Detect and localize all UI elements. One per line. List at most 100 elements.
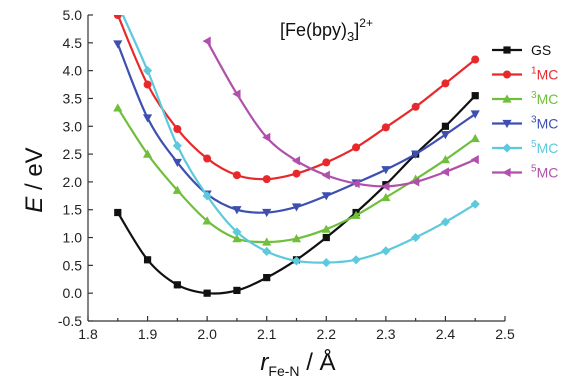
data-point <box>351 210 361 219</box>
data-point <box>411 232 421 243</box>
series-5 <box>113 0 480 268</box>
data-point <box>142 114 153 123</box>
data-point <box>232 206 242 215</box>
x-tick-label: 2.0 <box>197 326 217 342</box>
data-point <box>172 141 182 151</box>
y-tick-label: 1.0 <box>63 230 83 246</box>
data-point <box>471 92 479 100</box>
legend-item: 5MC <box>492 139 558 156</box>
x-tick-label: 2.3 <box>376 326 396 342</box>
data-point <box>322 158 331 167</box>
data-point <box>113 40 123 49</box>
series-1 <box>114 92 479 297</box>
data-point <box>321 170 330 180</box>
data-point <box>172 158 182 168</box>
data-point <box>262 208 272 218</box>
legend-item: GS <box>492 42 551 58</box>
x-tick-label: 1.8 <box>78 326 98 342</box>
y-tick-label: 0.5 <box>63 257 83 273</box>
x-tick-label: 2.4 <box>436 326 456 342</box>
legend-label: GS <box>531 42 551 58</box>
data-point <box>114 208 122 217</box>
data-point <box>411 150 421 159</box>
legend-marker <box>503 46 511 54</box>
data-point <box>381 246 391 256</box>
data-point <box>470 133 480 143</box>
data-point <box>381 166 391 175</box>
data-point <box>291 203 302 212</box>
data-point <box>262 246 272 257</box>
data-point <box>142 66 153 76</box>
data-point <box>262 132 271 142</box>
y-tick-label: 2.0 <box>63 174 83 190</box>
data-point <box>232 234 242 243</box>
data-point <box>440 131 451 140</box>
legend-item: 5MC <box>492 164 558 181</box>
data-point <box>351 178 360 189</box>
data-point <box>202 36 211 46</box>
series-6 <box>202 36 479 191</box>
series-line <box>206 40 476 188</box>
data-point <box>470 199 480 209</box>
data-point <box>113 0 122 8</box>
series-2 <box>113 15 480 184</box>
svg-text:E / eV: E / eV <box>21 147 48 212</box>
series-line <box>121 15 476 264</box>
data-point <box>321 257 331 268</box>
legend-label: 3MC <box>531 115 558 132</box>
legend-label: 1MC <box>531 66 558 83</box>
y-tick-label: 0.0 <box>63 285 83 301</box>
data-point <box>381 192 391 202</box>
legend-marker <box>502 119 512 129</box>
series-group <box>113 0 480 297</box>
legend-marker <box>502 167 511 178</box>
data-point <box>173 281 181 289</box>
x-axis-title: rFe-N / Å <box>260 348 335 379</box>
data-point <box>411 177 420 187</box>
legend-marker <box>503 70 511 79</box>
data-point <box>471 55 480 64</box>
chart-title: [Fe(bpy)3]2+ <box>280 16 373 44</box>
data-point <box>262 175 271 184</box>
data-point <box>291 234 302 243</box>
legend-label: 5MC <box>531 164 558 181</box>
x-tick-label: 1.9 <box>138 326 158 342</box>
legend-item: 3MC <box>492 115 558 132</box>
data-point <box>143 256 152 264</box>
legend: GS 1MC 3MC 3MC 5MC 5MC <box>492 42 558 181</box>
y-tick-label: 5.0 <box>63 7 83 23</box>
data-point <box>232 171 241 180</box>
data-point <box>203 154 212 163</box>
x-tick-label: 2.2 <box>317 326 337 342</box>
data-point <box>291 156 301 166</box>
data-point <box>291 256 302 266</box>
data-point <box>322 233 330 242</box>
data-point <box>381 181 390 191</box>
data-point <box>351 255 361 265</box>
y-tick-label: 4.5 <box>63 35 83 51</box>
data-point <box>203 289 211 297</box>
series-3 <box>113 103 480 246</box>
data-point <box>202 216 212 225</box>
y-tick-label: 4.0 <box>63 63 83 79</box>
axes: 1.8 1.9 2.0 2.1 2.2 2.3 2.4 2.5 -0.5 0.0 0.5 1.0 1.5… <box>58 7 515 342</box>
series-line <box>116 43 476 214</box>
data-point <box>202 191 212 201</box>
data-point <box>292 169 301 178</box>
y-tick-label: -0.5 <box>58 313 82 329</box>
data-point <box>321 224 331 233</box>
data-point <box>263 274 271 282</box>
data-point <box>232 89 241 99</box>
data-point <box>172 185 182 194</box>
legend-item: 1MC <box>492 66 558 83</box>
y-tick-label: 3.0 <box>63 118 83 134</box>
data-point <box>173 125 182 134</box>
y-tick-label: 1.5 <box>63 202 83 218</box>
data-point <box>143 80 152 89</box>
data-point <box>440 217 451 227</box>
x-tick-label: 2.5 <box>495 326 515 342</box>
legend-label: 3MC <box>531 90 558 107</box>
data-point <box>113 15 122 19</box>
